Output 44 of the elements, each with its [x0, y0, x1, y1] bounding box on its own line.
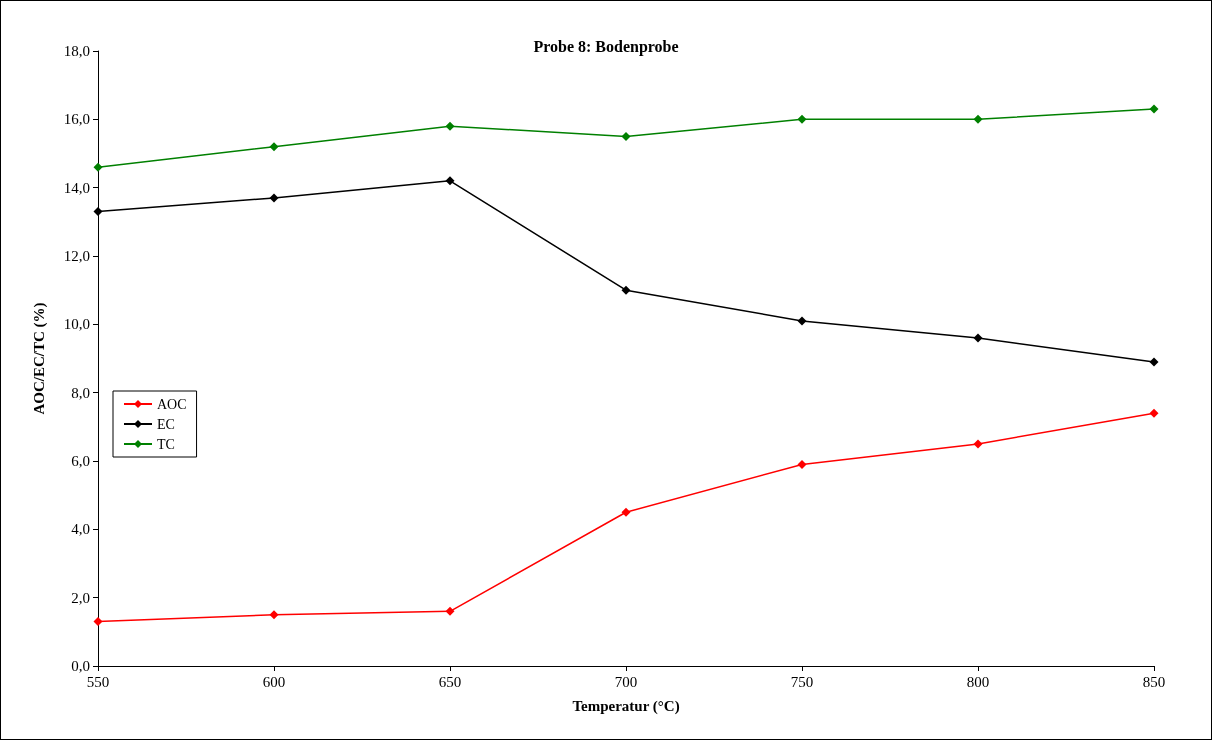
point — [445, 606, 455, 616]
point — [797, 114, 807, 124]
point — [93, 617, 103, 627]
x-tick-label: 550 — [86, 673, 110, 690]
point — [621, 507, 631, 517]
x-tick-label: 700 — [614, 673, 638, 690]
x-tick-label: 600 — [262, 673, 286, 690]
point — [973, 114, 983, 124]
point — [445, 121, 455, 131]
point — [973, 439, 983, 449]
point — [269, 610, 279, 620]
x-tick-label: 750 — [790, 673, 814, 690]
x-tick-label: 650 — [438, 673, 462, 690]
legend-label: EC — [157, 416, 175, 432]
y-axis-title: AOC/EC/TC (%) — [30, 302, 48, 415]
point — [269, 142, 279, 152]
point — [973, 333, 983, 343]
y-tick-label: 16,0 — [63, 111, 90, 128]
point — [1149, 408, 1159, 418]
y-tick-label: 8,0 — [71, 384, 90, 401]
point — [621, 131, 631, 141]
point — [93, 207, 103, 217]
chart-title: Probe 8: Bodenprobe — [533, 37, 679, 56]
point — [797, 459, 807, 469]
x-tick-label: 850 — [1142, 673, 1166, 690]
x-tick-label: 800 — [966, 673, 990, 690]
point — [1149, 357, 1159, 367]
y-tick-label: 2,0 — [71, 589, 90, 606]
y-tick-label: 0,0 — [71, 658, 90, 674]
point — [269, 193, 279, 203]
y-tick-label: 6,0 — [71, 453, 90, 469]
point — [797, 316, 807, 326]
legend-label: AOC — [157, 396, 187, 412]
point — [93, 162, 103, 172]
y-tick-label: 4,0 — [71, 521, 90, 538]
y-tick-label: 14,0 — [63, 179, 90, 196]
y-tick-label: 18,0 — [63, 43, 90, 59]
y-tick-label: 12,0 — [63, 248, 90, 264]
point — [621, 285, 631, 295]
y-tick-label: 10,0 — [63, 316, 90, 333]
legend-label: TC — [157, 436, 175, 452]
point — [1149, 104, 1159, 114]
point — [445, 176, 455, 186]
x-axis-title: Temperatur (°C) — [572, 697, 680, 715]
